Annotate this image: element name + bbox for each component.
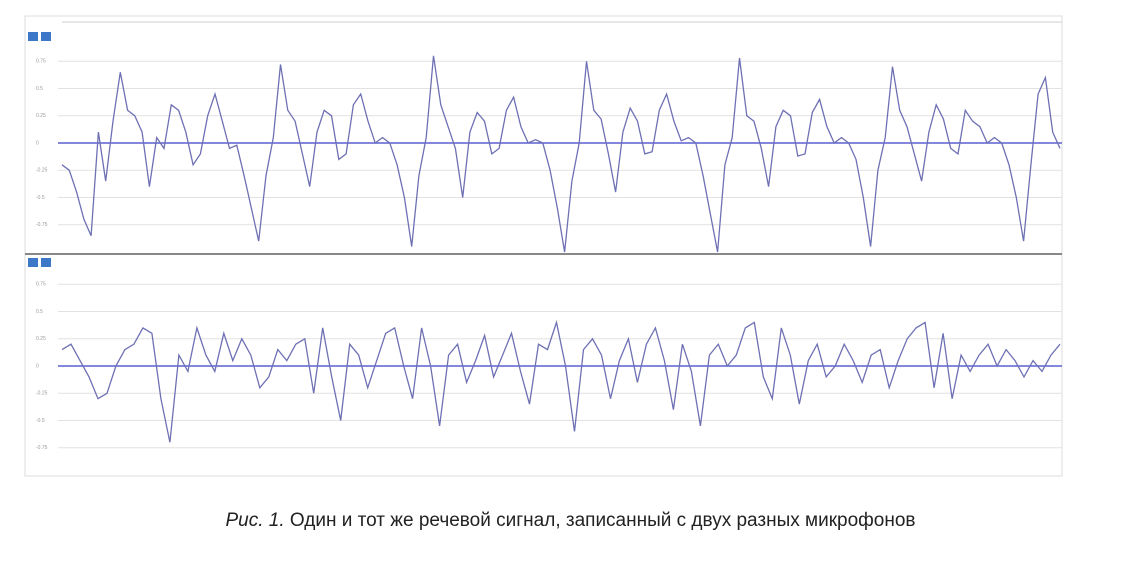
y-tick-label: -0.75 [36, 222, 48, 228]
y-tick-label: 0 [36, 140, 39, 146]
y-tick-label: 0.5 [36, 86, 43, 92]
y-tick-label: 0.75 [36, 282, 46, 288]
y-tick-label: -0.25 [36, 168, 48, 174]
caption-text: Один и тот же речевой сигнал, записанный… [289, 510, 916, 531]
y-tick-label: -0.5 [36, 195, 45, 201]
button[interactable] [41, 258, 51, 267]
y-tick-label: 0.25 [36, 336, 46, 342]
y-tick-label: -0.25 [36, 391, 48, 397]
y-tick-label: 0.5 [36, 309, 43, 315]
y-tick-label: 0.75 [36, 59, 46, 65]
button[interactable] [41, 32, 51, 41]
y-tick-label: -0.75 [36, 445, 48, 451]
button[interactable] [28, 258, 38, 267]
panel [24, 15, 1063, 477]
button[interactable] [28, 32, 38, 41]
caption-label: Рис. 1. [225, 510, 285, 531]
chart: -0.75 -0.5 -0.25 0 0.25 0.5 0.75 -0.75 -0.5 -0.25… [24, 15, 1063, 477]
signal-line [61, 319, 1061, 443]
y-tick-label: -0.5 [36, 418, 45, 424]
y-tick-label: 0 [36, 363, 39, 369]
caption: Рис. 1. Один и тот же речевой сигнал, за… [0, 510, 1141, 532]
y-tick-label: 0.25 [36, 113, 46, 119]
signal-line [61, 55, 1061, 253]
